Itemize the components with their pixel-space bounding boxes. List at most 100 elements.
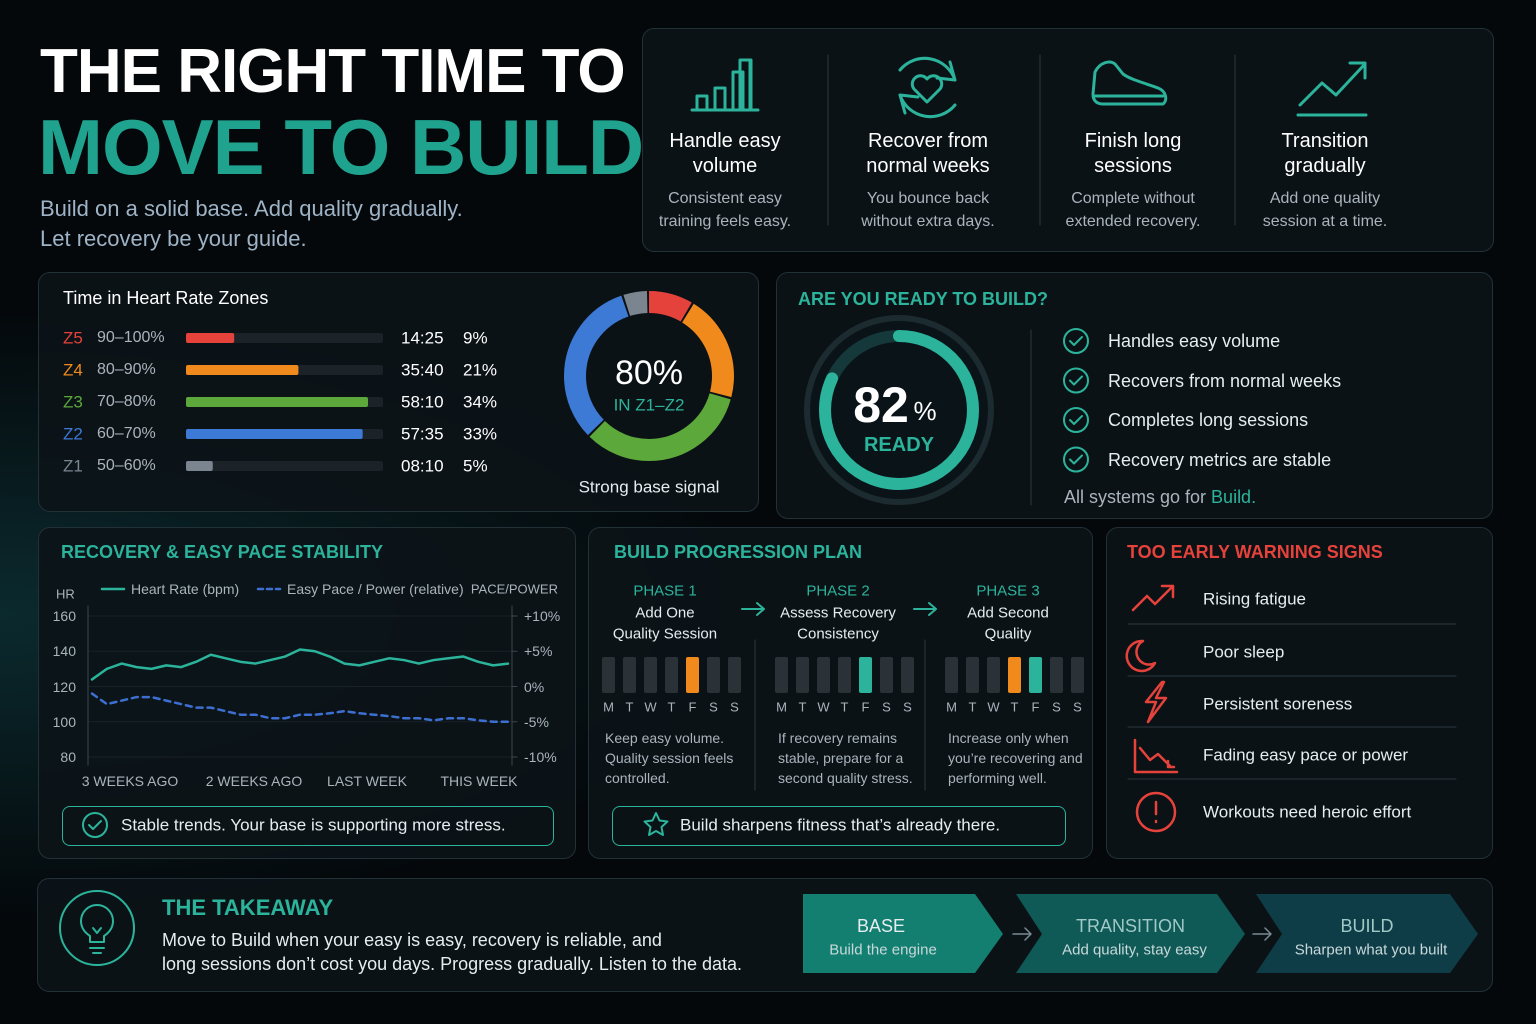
takeaway-text: long sessions don’t cost you days. Progr… (162, 954, 742, 974)
stage-chevron (803, 894, 1003, 973)
subtitle: Let recovery be your guide. (40, 226, 307, 251)
day-cell (775, 657, 788, 693)
check-text: Recovers from normal weeks (1108, 370, 1342, 391)
phase-desc: Quality session feels (605, 750, 734, 766)
y-tick-label: 140 (52, 643, 76, 660)
day-cell (796, 657, 809, 693)
check-icon (1063, 367, 1089, 394)
ready-arc (819, 330, 979, 490)
ready-footer: All systems go for Build. (1064, 487, 1257, 507)
phase-title: Quality Session (612, 625, 718, 643)
day-label: S (709, 699, 718, 715)
sign-desc: session at a time. (1262, 213, 1388, 230)
day-label: S (903, 699, 912, 715)
donut-caption: Strong base signal (578, 477, 720, 497)
zone-time: 57:35 (401, 424, 444, 444)
day-cell (945, 657, 958, 693)
warning-item: Fading easy pace or power (1203, 745, 1409, 765)
warning-item: Poor sleep (1203, 642, 1285, 662)
phase-name: PHASE 2 (806, 582, 870, 600)
day-label: T (798, 699, 807, 715)
donut-segment (564, 291, 734, 461)
ready-title: ARE YOU READY TO BUILD? (798, 289, 1049, 309)
icon-bar (738, 58, 752, 110)
day-cell (859, 657, 872, 693)
zone-time: 14:25 (401, 328, 444, 348)
zone-percent: 34% (463, 392, 498, 412)
day-cell (987, 657, 1000, 693)
divider (754, 54, 1236, 791)
x-tick-label: LAST WEEK (327, 773, 407, 789)
sign-title: sessions (1094, 155, 1172, 177)
dividers (754, 54, 1457, 791)
phase-desc: Keep easy volume. (605, 730, 725, 746)
day-cell (880, 657, 893, 693)
zone-range: 60–70% (97, 425, 156, 442)
series-line (90, 692, 510, 723)
day-cell (623, 657, 636, 693)
day-cell (644, 657, 657, 693)
day-label: F (688, 699, 697, 715)
ready-unit: % (913, 396, 937, 426)
y2-axis-label: PACE/POWER (470, 581, 558, 597)
sign-title: normal weeks (866, 155, 990, 177)
bar-track (186, 333, 383, 343)
day-label: T (667, 699, 676, 715)
series-line (90, 648, 510, 681)
day-cell (728, 657, 741, 693)
donut-value: 80% (614, 354, 684, 392)
sign-desc: training feels easy. (658, 213, 792, 230)
icon-alert-ring (1135, 791, 1177, 833)
y-tick-label: 100 (52, 713, 76, 730)
phase-title: Add Second (967, 604, 1049, 622)
day-cell (1050, 657, 1063, 693)
zone-bar (186, 365, 299, 375)
check-mark (1069, 415, 1083, 425)
stage-desc: Sharpen what you built (1294, 941, 1448, 959)
check-mark (1069, 336, 1083, 346)
star-icon (643, 812, 669, 836)
x-tick-label: 3 WEEKS AGO (81, 773, 179, 789)
ready-footer-highlight: Build. (1211, 487, 1257, 507)
subtitle: Build on a solid base. Add quality gradu… (40, 196, 463, 221)
day-label: F (861, 699, 870, 715)
warning-item: Workouts need heroic effort (1203, 802, 1412, 822)
day-label: F (1031, 699, 1040, 715)
day-cell (686, 657, 699, 693)
zone-percent: 33% (463, 424, 498, 444)
zone-bar (186, 397, 368, 407)
day-label: W (644, 699, 657, 715)
zone-time: 58:10 (401, 392, 444, 412)
sign-title: gradually (1284, 155, 1366, 177)
day-cell (602, 657, 615, 693)
check-icon (82, 812, 108, 838)
phase-title: Assess Recovery (780, 604, 896, 622)
recovery-note-box (62, 806, 554, 846)
zone-percent: 5% (463, 456, 488, 476)
phase-desc: performing well. (948, 770, 1047, 786)
phase-name: PHASE 1 (633, 582, 697, 600)
icon-soreness (1144, 680, 1168, 724)
check-icon (1063, 328, 1089, 354)
y2-tick-label: 0% (524, 678, 545, 695)
zone-percent: 9% (463, 328, 488, 348)
y-axis-label: HR (56, 586, 75, 602)
recovery-panel (38, 527, 576, 859)
icon-cycle (898, 56, 957, 119)
y-tick-label: 80 (60, 749, 76, 765)
separator (1127, 623, 1457, 780)
stage-name: BASE (856, 916, 906, 936)
phase-title: Consistency (797, 625, 879, 643)
y2-tick-label: -5% (524, 713, 549, 730)
sign-title: Transition (1281, 130, 1369, 152)
sign-desc: You bounce back (866, 190, 990, 207)
recovery-title: RECOVERY & EASY PACE STABILITY (61, 542, 384, 562)
zone-time: 08:10 (401, 456, 444, 476)
stage-name: BUILD (1340, 916, 1394, 936)
takeaway-title: THE TAKEAWAY (162, 895, 334, 920)
warnings-panel (1106, 527, 1493, 859)
zone-percent: 21% (463, 360, 498, 380)
check-icon (1063, 407, 1089, 433)
check-text: Handles easy volume (1108, 331, 1281, 351)
day-cell (1071, 657, 1084, 693)
